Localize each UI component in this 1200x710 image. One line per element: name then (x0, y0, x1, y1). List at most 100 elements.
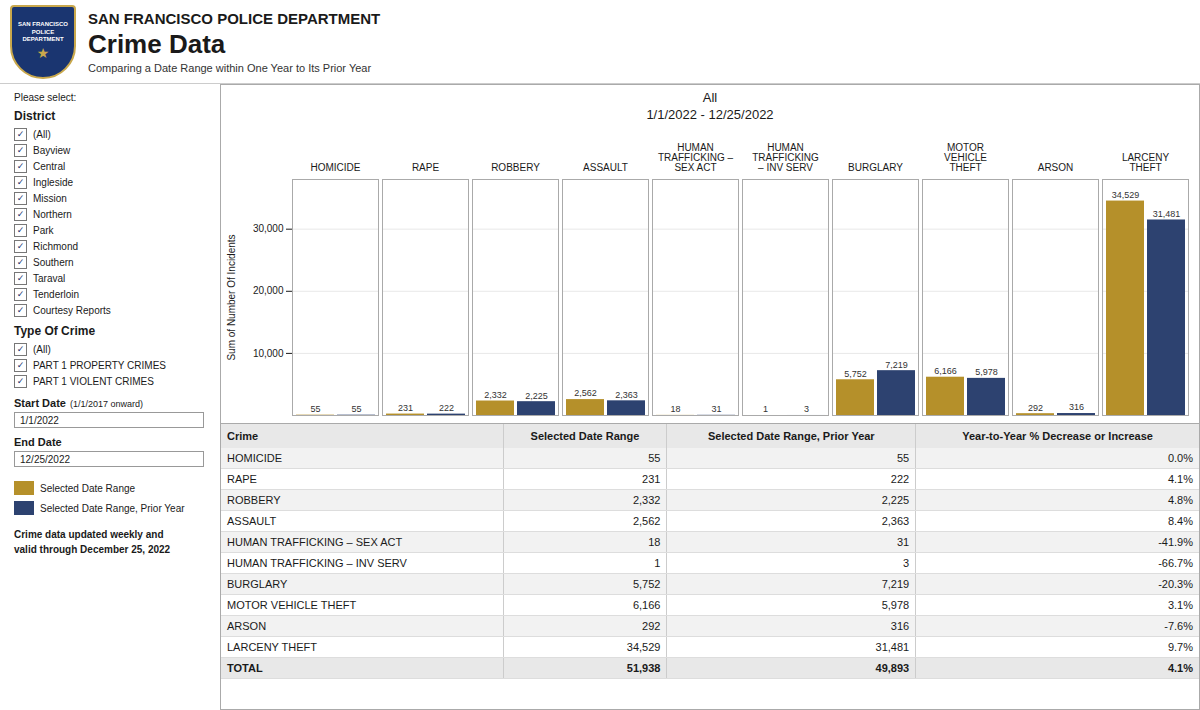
html-text:Crime: Crime (227, 430, 259, 442)
html-text:Start Date (1/1/2017 onward): Start Date (1/1/2017 onward) (14, 397, 143, 409)
html-text:Northern: Northern (33, 208, 72, 220)
svg-text:2,332: 2,332 (484, 390, 507, 400)
svg-text:6,166: 6,166 (934, 366, 957, 376)
svg-text:ASSAULT: ASSAULT (583, 162, 628, 173)
svg-text:RAPE: RAPE (412, 162, 440, 173)
html-text:Selected Date Range: Selected Date Range (40, 482, 136, 494)
html-text:1/1/2022 - 12/25/2022: 1/1/2022 - 12/25/2022 (646, 107, 774, 122)
html-text:End Date: End Date (14, 436, 62, 448)
html-text:Ingleside: Ingleside (33, 176, 73, 188)
svg-text:31: 31 (711, 404, 721, 414)
html-text:2,562: 2,562 (632, 515, 661, 527)
svg-text:316: 316 (1069, 402, 1084, 412)
html-text:Crime Data: Crime Data (88, 28, 226, 59)
html-text:-66.7%: -66.7% (1158, 557, 1193, 569)
html-text:(All): (All) (33, 128, 51, 140)
html-text:6,166: 6,166 (632, 599, 661, 611)
html-text:0.0%: 0.0% (1167, 452, 1193, 464)
html-text:18: 18 (648, 536, 661, 548)
svg-text:55: 55 (351, 404, 361, 414)
html-text:Taraval: Taraval (33, 272, 66, 284)
svg-text:7,219: 7,219 (885, 360, 908, 370)
html-text:LARCENY THEFT: LARCENY THEFT (227, 641, 318, 653)
html-text:55: 55 (648, 452, 661, 464)
svg-text:5,978: 5,978 (975, 367, 998, 377)
svg-text:222: 222 (439, 403, 454, 413)
html-text:Bayview: Bayview (33, 144, 71, 156)
html-text:Crime data updated weekly and: Crime data updated weekly and valid thro… (14, 529, 171, 555)
html-text:Tenderloin: Tenderloin (33, 288, 80, 300)
svg-text:292: 292 (1028, 403, 1043, 413)
svg-text:231: 231 (398, 403, 413, 413)
svg-text:34,529: 34,529 (1112, 190, 1140, 200)
html-text:5,978: 5,978 (881, 599, 910, 611)
html-text:4.1%: 4.1% (1167, 473, 1193, 485)
svg-text:ARSON: ARSON (1038, 162, 1074, 173)
html-text:-41.9%: -41.9% (1158, 536, 1193, 548)
html-text:231: 231 (642, 473, 661, 485)
svg-text:LARCENYTHEFT: LARCENYTHEFT (1122, 152, 1170, 173)
html-text:316: 316 (890, 620, 910, 632)
html-text:HOMICIDE: HOMICIDE (227, 452, 282, 464)
svg-text:BURGLARY: BURGLARY (848, 162, 903, 173)
svg-text:10,000: 10,000 (253, 348, 284, 359)
html-text:PART 1 VIOLENT CRIMES: PART 1 VIOLENT CRIMES (33, 375, 154, 387)
html-text:HUMAN TRAFFICKING – SEX ACT: HUMAN TRAFFICKING – SEX ACT (227, 536, 403, 548)
svg-text:2,363: 2,363 (615, 390, 638, 400)
svg-text:Sum of Number Of Incidents: Sum of Number Of Incidents (226, 234, 237, 360)
html-text:Type Of Crime: Type Of Crime (14, 324, 96, 338)
html-text:Selected Date Range: Selected Date Range (530, 430, 640, 442)
svg-text:20,000: 20,000 (253, 285, 284, 296)
html-text:8.4%: 8.4% (1167, 515, 1193, 527)
html-text:2,332: 2,332 (632, 494, 661, 506)
svg-text:MOTORVEHICLETHEFT: MOTORVEHICLETHEFT (944, 142, 987, 173)
html-text:District: District (14, 109, 56, 123)
html-text:Selected Date Range, Prior Yea: Selected Date Range, Prior Year (707, 430, 875, 442)
html-text:MOTOR VEHICLE THEFT: MOTOR VEHICLE THEFT (227, 599, 357, 611)
html-text:Year-to-Year % Decrease or Inc: Year-to-Year % Decrease or Increase (962, 430, 1153, 442)
html-text:HUMAN TRAFFICKING – INV SERV: HUMAN TRAFFICKING – INV SERV (227, 557, 407, 569)
html-text:ARSON: ARSON (227, 620, 267, 632)
html-text:Central: Central (33, 160, 66, 172)
html-text:5,752: 5,752 (632, 578, 661, 590)
html-text:ROBBERY: ROBBERY (227, 494, 281, 506)
html-text:ASSAULT: ASSAULT (227, 515, 277, 527)
svg-text:2,562: 2,562 (574, 388, 597, 398)
html-text:-20.3%: -20.3% (1158, 578, 1193, 590)
html-text:RAPE: RAPE (227, 473, 257, 485)
html-text:PART 1 PROPERTY CRIMES: PART 1 PROPERTY CRIMES (33, 359, 166, 371)
html-text:Courtesy Reports: Courtesy Reports (33, 304, 111, 316)
svg-text:ROBBERY: ROBBERY (491, 162, 540, 173)
html-text:-7.6%: -7.6% (1164, 620, 1193, 632)
html-text:SAN FRANCISCO POLICE DEPARTMEN: SAN FRANCISCO POLICE DEPARTMENT (88, 9, 381, 27)
html-text:7,219: 7,219 (881, 578, 910, 590)
html-text:2,363: 2,363 (881, 515, 910, 527)
html-text:Richmond: Richmond (33, 240, 78, 252)
html-text:Mission: Mission (33, 192, 67, 204)
html-text:2,225: 2,225 (881, 494, 910, 506)
svg-text:1: 1 (763, 404, 768, 414)
html-text:31: 31 (896, 536, 910, 548)
svg-text:18: 18 (670, 404, 680, 414)
svg-text:31,481: 31,481 (1153, 209, 1181, 219)
html-text:55: 55 (896, 452, 910, 464)
html-text:All: All (702, 90, 718, 105)
html-text:Southern: Southern (33, 256, 74, 268)
svg-text:5,752: 5,752 (844, 369, 867, 379)
html-text:3.1%: 3.1% (1167, 599, 1193, 611)
svg-text:3: 3 (804, 404, 809, 414)
html-text:(All): (All) (33, 343, 51, 355)
html-text:Selected Date Range, Prior Yea: Selected Date Range, Prior Year (40, 502, 185, 514)
html-text:BURGLARY: BURGLARY (227, 578, 288, 590)
html-text:Comparing a Date Range within: Comparing a Date Range within One Year t… (88, 61, 372, 74)
html-text:292: 292 (642, 620, 661, 632)
html-text:Park: Park (33, 224, 54, 236)
svg-text:HUMANTRAFFICKING– INV SERV: HUMANTRAFFICKING– INV SERV (752, 142, 819, 173)
html-text:222: 222 (890, 473, 910, 485)
svg-text:30,000: 30,000 (253, 223, 284, 234)
svg-text:55: 55 (310, 404, 320, 414)
svg-text:2,225: 2,225 (525, 391, 548, 401)
html-text:4.8%: 4.8% (1167, 494, 1193, 506)
svg-text:HOMICIDE: HOMICIDE (311, 162, 361, 173)
svg-text:HUMANTRAFFICKING –SEX ACT: HUMANTRAFFICKING –SEX ACT (658, 142, 733, 173)
